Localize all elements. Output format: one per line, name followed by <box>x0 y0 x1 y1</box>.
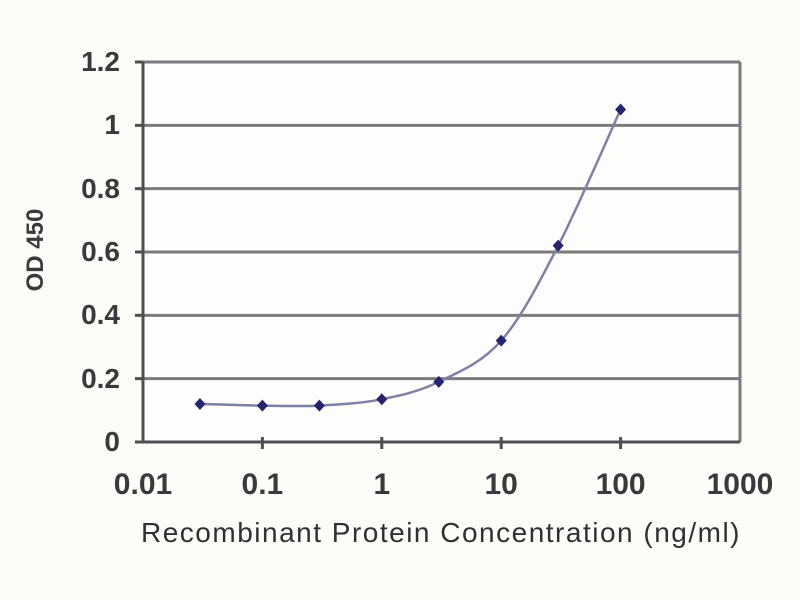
y-tick-label-0.6: 0.6 <box>81 236 120 267</box>
y-tick-label-0.8: 0.8 <box>81 172 120 204</box>
data-point-marker-0.1 <box>256 399 268 412</box>
data-point-marker-0.03 <box>194 398 206 410</box>
x-tick-label-1000: 1000 <box>706 468 774 501</box>
y-tick-label-0.2: 0.2 <box>81 362 120 394</box>
data-point-marker-1 <box>376 393 388 406</box>
y-axis-title: OD 450 <box>22 208 49 292</box>
x-axis-title: Recombinant Protein Concentration (ng/ml… <box>141 517 741 548</box>
x-tick-label-0.01: 0.01 <box>113 468 173 501</box>
y-tick-label-0.4: 0.4 <box>81 299 120 331</box>
data-point-marker-30 <box>552 239 564 252</box>
data-point-marker-3 <box>433 375 445 388</box>
data-point-marker-100 <box>615 103 627 116</box>
x-tick-label-0.1: 0.1 <box>241 468 284 501</box>
x-tick-label-100: 100 <box>595 468 646 501</box>
data-point-marker-10 <box>495 334 507 347</box>
y-tick-label-0: 0 <box>104 426 120 457</box>
data-point-marker-0.3 <box>313 399 325 412</box>
y-tick-label-1: 1 <box>104 109 120 141</box>
x-tick-label-10: 10 <box>484 468 518 501</box>
x-tick-label-1: 1 <box>373 468 391 501</box>
y-tick-label-1.2: 1.2 <box>81 46 120 77</box>
